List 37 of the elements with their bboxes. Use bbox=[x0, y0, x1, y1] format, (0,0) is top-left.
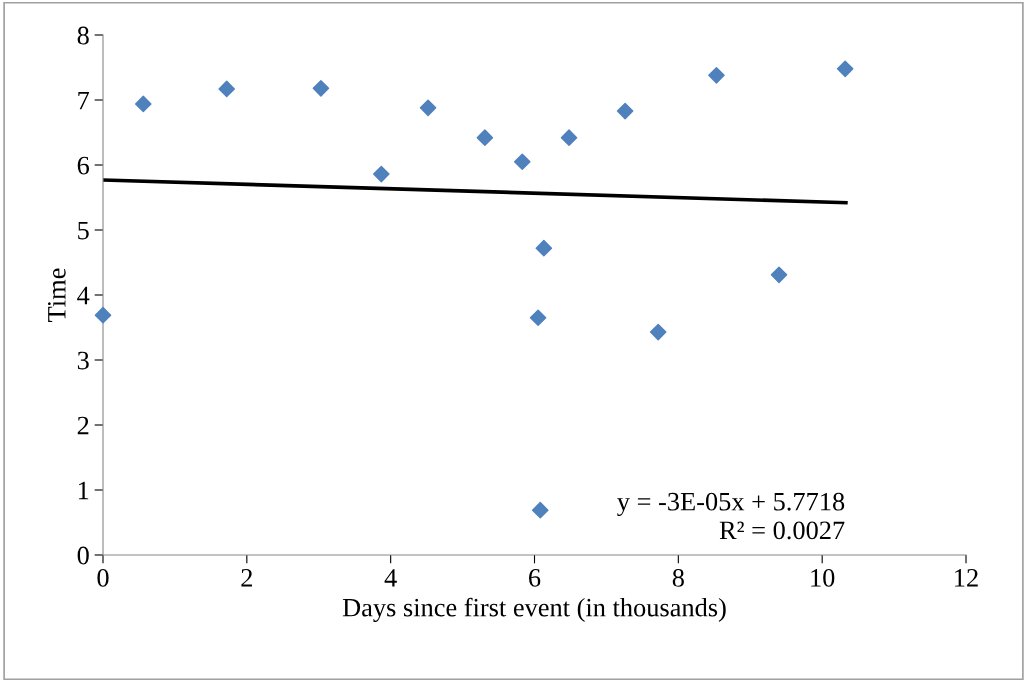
y-tick-label: 5 bbox=[78, 221, 89, 240]
y-tick-label: 8 bbox=[77, 26, 89, 45]
point bbox=[531, 501, 549, 519]
x-tick-label: 6 bbox=[529, 569, 541, 587]
x-tick-label: 10 bbox=[811, 568, 835, 587]
point bbox=[134, 95, 152, 113]
x-tick-label: 8 bbox=[672, 568, 684, 587]
point bbox=[529, 309, 547, 327]
x-tick-label: 0 bbox=[97, 568, 109, 587]
x-tick-label: 2 bbox=[241, 569, 252, 587]
annotation: y = -3E-05x + 5.7718 bbox=[617, 492, 845, 516]
point bbox=[535, 239, 553, 257]
x-axis-title: Days since first event (in thousands) bbox=[342, 597, 726, 622]
point bbox=[560, 129, 578, 147]
point bbox=[218, 80, 235, 98]
point bbox=[312, 79, 330, 97]
x-tick-label: 4 bbox=[384, 569, 397, 587]
point bbox=[770, 266, 788, 284]
point bbox=[94, 306, 112, 324]
x-tick-label: 12 bbox=[955, 569, 978, 587]
point bbox=[513, 153, 531, 171]
y-tick-label: 0 bbox=[77, 546, 89, 565]
y-tick-label: 4 bbox=[77, 286, 90, 305]
y-axis-title: Time bbox=[47, 268, 66, 322]
y-tick-label: 7 bbox=[78, 91, 90, 110]
point bbox=[419, 99, 437, 117]
point bbox=[616, 102, 634, 120]
point bbox=[373, 165, 390, 183]
y-tick-label: 3 bbox=[77, 351, 89, 370]
annotation: R² = 0.0027 bbox=[719, 521, 845, 540]
y-tick-label: 2 bbox=[77, 416, 89, 435]
point bbox=[476, 129, 494, 147]
point bbox=[649, 323, 667, 341]
y-tick-label: 6 bbox=[77, 156, 90, 175]
y-tick-label: 1 bbox=[78, 481, 89, 500]
point bbox=[708, 66, 725, 84]
point bbox=[836, 60, 854, 78]
